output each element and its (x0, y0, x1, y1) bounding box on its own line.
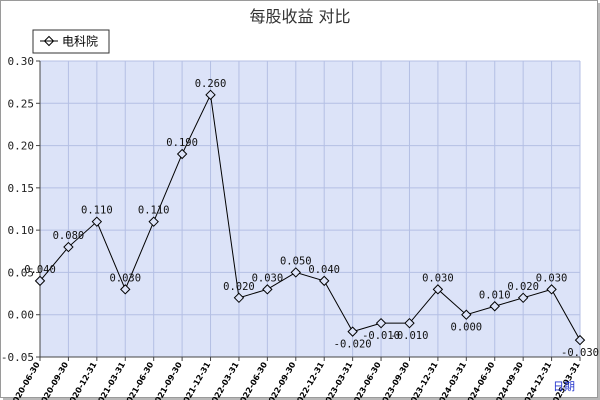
data-label: 0.050 (280, 255, 312, 267)
data-label: 0.040 (24, 264, 56, 276)
y-tick-label: 0.00 (8, 309, 35, 322)
data-label: 0.030 (536, 272, 568, 284)
x-tick-label: 2022-03-31 (207, 360, 241, 400)
x-tick-label: 2020-09-30 (37, 360, 71, 400)
data-label: 0.110 (81, 205, 113, 217)
x-tick-label: 2024-12-31 (520, 360, 554, 400)
legend-series-name: 电科院 (62, 35, 98, 49)
data-point (91, 216, 103, 227)
data-label: -0.020 (334, 339, 372, 351)
data-point (517, 292, 529, 304)
data-label: -0.010 (362, 330, 400, 342)
x-tick-label: 2021-12-31 (179, 360, 213, 400)
data-point (262, 284, 273, 295)
x-tick-label: 2023-09-30 (378, 360, 412, 400)
x-tick-label: 2022-12-31 (293, 360, 327, 400)
x-tick-label: 2024-09-30 (492, 360, 526, 400)
legend: 电科院 (32, 29, 110, 54)
y-tick-label: 0.15 (8, 182, 35, 195)
data-label: 0.190 (166, 137, 198, 149)
data-label: 0.260 (195, 78, 227, 90)
data-point (233, 292, 245, 304)
x-tick-label: 2022-09-30 (264, 360, 298, 400)
series-line (39, 93, 581, 341)
data-point (176, 148, 188, 160)
x-tick-label: 2022-06-30 (236, 360, 270, 400)
data-point (120, 284, 131, 295)
data-label: 0.010 (479, 289, 511, 301)
chart-title: 每股收益 对比 (249, 7, 351, 26)
x-tick-label: 2024-06-30 (463, 360, 497, 400)
data-label: -0.010 (391, 330, 429, 342)
data-point (432, 284, 444, 295)
y-tick-label: -0.05 (1, 351, 34, 364)
data-label: 0.020 (223, 281, 255, 293)
y-tick-label: 0.05 (8, 266, 35, 279)
data-point (489, 301, 500, 312)
data-point (461, 309, 472, 320)
x-tick-label: 2021-09-30 (150, 360, 184, 400)
data-point (290, 267, 301, 278)
y-tick-label: 0.20 (8, 140, 35, 153)
data-point (205, 89, 216, 101)
data-label: 0.080 (53, 230, 85, 242)
data-point (34, 275, 46, 287)
data-label: 0.030 (422, 272, 454, 284)
data-label: 0.030 (252, 272, 284, 284)
x-tick-label: 2021-06-30 (122, 360, 156, 400)
data-label: 0.030 (109, 272, 141, 284)
data-label: -0.030 (561, 347, 599, 359)
x-tick-label: 2023-12-31 (406, 360, 440, 400)
data-point (63, 241, 74, 253)
x-tick-label: 2020-06-30 (8, 360, 42, 400)
x-tick-label: 2024-03-31 (435, 360, 469, 400)
data-label: 0.020 (507, 281, 539, 293)
data-point (546, 284, 557, 295)
plot-area (40, 61, 580, 357)
legend-marker-icon (43, 35, 55, 47)
x-tick-label: 2020-12-31 (65, 360, 99, 400)
data-point (319, 275, 330, 287)
data-label: 0.000 (451, 322, 483, 334)
data-point (574, 334, 586, 346)
y-tick-label: 0.25 (8, 97, 35, 110)
data-point (375, 317, 387, 329)
x-tick-label: 2021-03-31 (94, 360, 128, 400)
x-tick-label: 2023-03-31 (321, 360, 355, 400)
data-point (404, 317, 415, 329)
y-tick-label: 0.30 (8, 55, 35, 68)
x-tick-label: 2023-06-30 (349, 360, 383, 400)
x-axis-label: 日期 (553, 380, 575, 393)
data-label: 0.110 (138, 205, 170, 217)
data-point (347, 326, 358, 337)
data-point (148, 216, 159, 227)
data-label: 0.040 (308, 264, 340, 276)
y-tick-label: 0.10 (8, 224, 35, 237)
